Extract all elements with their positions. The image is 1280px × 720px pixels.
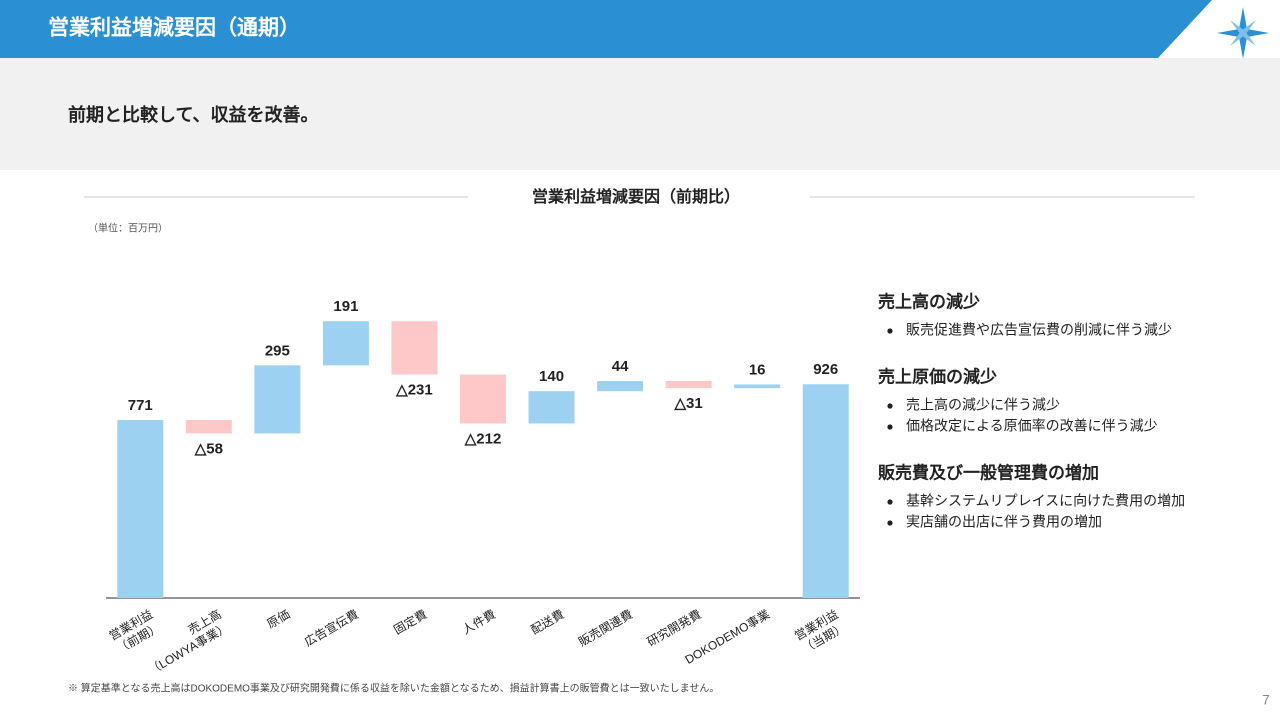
bullet-dot <box>887 424 893 430</box>
value-label: △31 <box>674 395 703 412</box>
bar <box>117 420 164 598</box>
logo <box>1217 7 1269 59</box>
bar <box>734 384 781 389</box>
bar <box>460 374 506 424</box>
bullet-dot <box>887 328 893 334</box>
subtitle: 前期と比較して、収益を改善。 <box>68 104 319 125</box>
note-heading: 売上高の減少 <box>878 291 980 311</box>
unit-label: （単位：百万円） <box>88 222 168 235</box>
note-bullet: 売上高の減少に伴う減少 <box>906 397 1060 413</box>
note-heading: 売上原価の減少 <box>878 366 997 386</box>
value-label: 44 <box>612 358 629 375</box>
bar <box>665 381 712 389</box>
note-heading: 販売費及び一般管理費の増加 <box>878 462 1099 482</box>
note-bullet: 基幹システムリプレイスに向けた費用の増加 <box>906 493 1185 509</box>
note-bullet: 販売促進費や広告宣伝費の削減に伴う減少 <box>906 322 1172 338</box>
value-label: 191 <box>333 298 358 315</box>
value-label: △212 <box>464 430 502 447</box>
note-bullet: 価格改定による原価率の改善に伴う減少 <box>906 418 1158 434</box>
bar <box>802 384 849 598</box>
value-label: 926 <box>813 361 838 378</box>
note-bullet: 実店舗の出店に伴う費用の増加 <box>906 514 1102 530</box>
header-bar <box>0 0 1212 58</box>
value-label: 140 <box>539 368 564 385</box>
value-label: 295 <box>265 342 290 359</box>
footnote: ※ 算定基準となる売上高はDOKODEMO事業及び研究開発費に係る収益を除いた金… <box>68 682 719 695</box>
bar <box>322 321 369 366</box>
bar <box>254 365 301 434</box>
bar <box>185 420 232 434</box>
header-title: 営業利益増減要因（通期） <box>48 16 300 40</box>
bar <box>391 321 438 375</box>
bullet-dot <box>887 403 893 409</box>
bar <box>528 391 575 424</box>
chart-title: 営業利益増減要因（前期比） <box>532 187 740 206</box>
value-label: 771 <box>128 397 153 414</box>
page-number: 7 <box>1262 692 1270 708</box>
value-label: 16 <box>749 361 766 378</box>
value-label: △58 <box>194 440 223 457</box>
subtitle-band <box>0 58 1280 170</box>
bullet-dot <box>887 499 893 505</box>
bullet-dot <box>887 520 893 526</box>
bar <box>597 381 644 392</box>
value-label: △231 <box>395 382 433 399</box>
